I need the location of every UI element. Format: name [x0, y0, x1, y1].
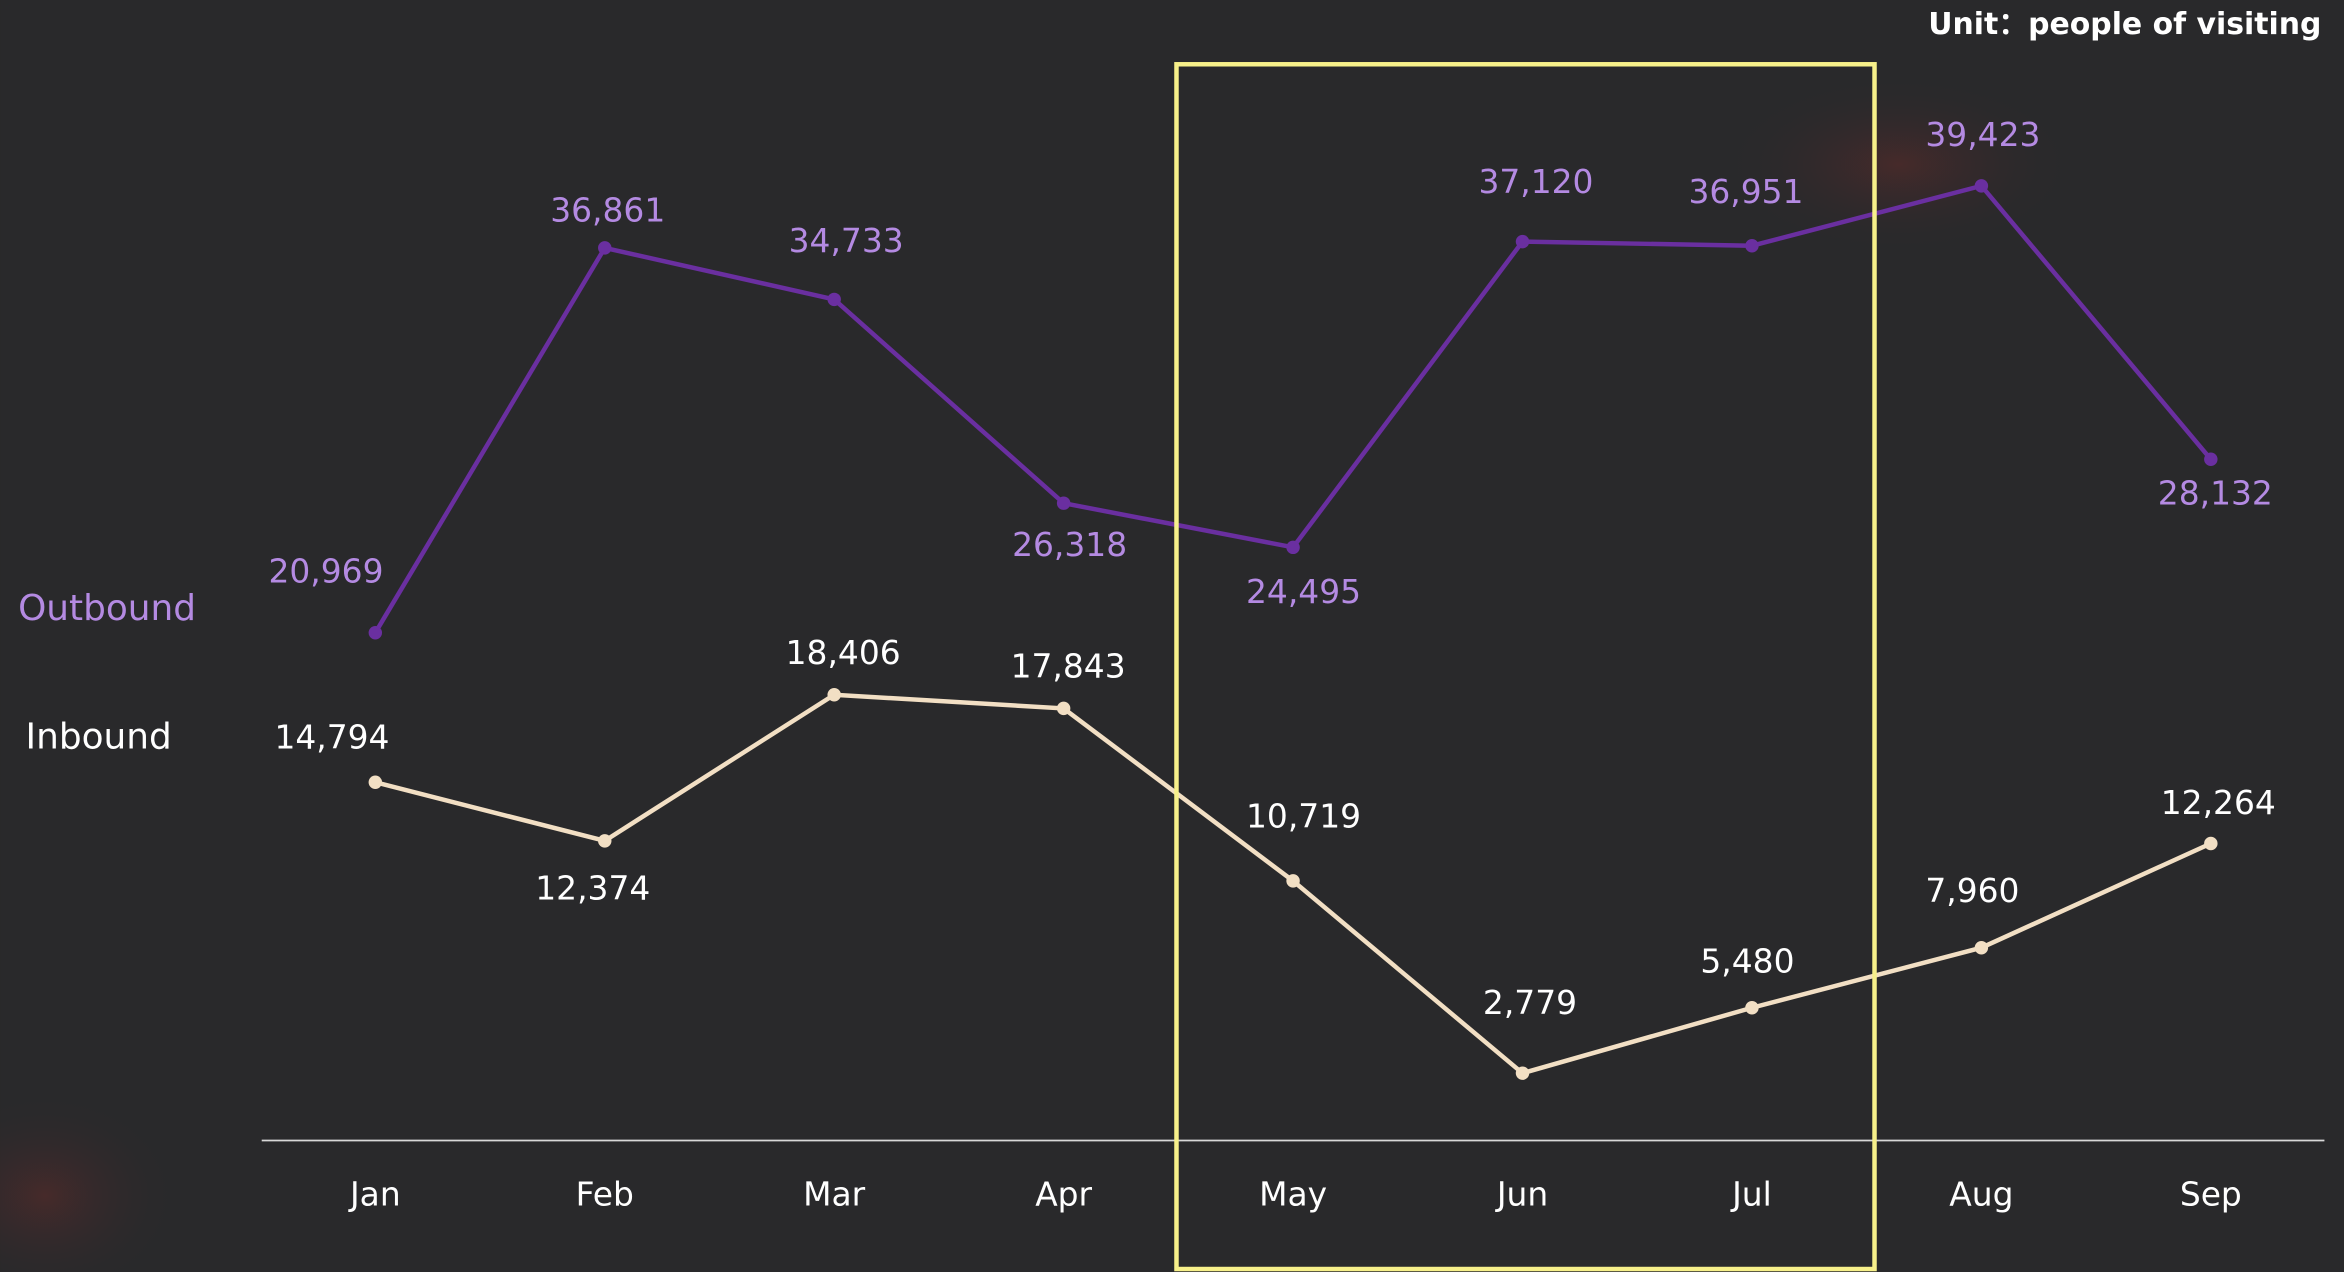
- point: [2204, 452, 2218, 466]
- x-tick-label: Sep: [2180, 1174, 2242, 1213]
- data-label: 39,423: [1925, 115, 2040, 154]
- data-label: 10,719: [1246, 797, 1361, 836]
- data-label: 7,960: [1925, 871, 2019, 910]
- x-tick-label: Aug: [1949, 1174, 2013, 1213]
- point: [1745, 238, 1759, 253]
- point: [368, 775, 383, 789]
- plot: Jan Feb Mar Apr May Jun Jul Aug Sep 20,969 36,861 3…: [18, 115, 2276, 1213]
- data-label: 37,120: [1478, 162, 1593, 201]
- x-tick-label: Jan: [348, 1174, 401, 1213]
- point: [2204, 836, 2218, 851]
- background-glow: [0, 1091, 180, 1272]
- point: [368, 625, 383, 640]
- data-label: 26,318: [1012, 525, 1127, 564]
- data-label: 18,406: [786, 633, 901, 672]
- data-label: 36,861: [550, 191, 665, 230]
- legend-label: Inbound: [26, 716, 172, 757]
- data-label: 28,132: [2158, 474, 2273, 513]
- data-label: 20,969: [268, 551, 383, 590]
- point: [1515, 1066, 1530, 1080]
- unit-label: Unit：people of visiting: [1928, 7, 2321, 42]
- x-tick-label: Jun: [1495, 1174, 1548, 1213]
- data-label: 12,264: [2161, 783, 2276, 822]
- x-tick-label: Apr: [1035, 1174, 1092, 1213]
- point: [598, 241, 612, 255]
- point: [827, 688, 841, 702]
- point: [1056, 496, 1071, 510]
- point: [1745, 1001, 1759, 1015]
- point: [1974, 179, 1989, 193]
- point: [598, 834, 612, 848]
- legend-label: Outbound: [18, 588, 196, 629]
- highlight-box: [1174, 62, 1877, 1272]
- background-glow: [1719, 74, 2078, 255]
- data-label: 36,951: [1688, 172, 1803, 211]
- point: [1056, 701, 1071, 716]
- point: [1286, 874, 1300, 888]
- data-label: 12,374: [535, 869, 650, 908]
- point: [1286, 540, 1300, 555]
- data-label: 2,779: [1483, 983, 1577, 1022]
- point: [827, 292, 841, 307]
- data-label: 17,843: [1011, 647, 1126, 686]
- x-tick-label: Feb: [576, 1174, 634, 1213]
- data-label: 34,733: [789, 221, 904, 260]
- data-label: 24,495: [1246, 572, 1361, 611]
- point: [1515, 234, 1530, 249]
- x-tick-label: Jul: [1730, 1174, 1772, 1213]
- x-tick-label: May: [1259, 1174, 1327, 1213]
- data-label: 5,480: [1700, 941, 1794, 980]
- data-label: 14,794: [274, 717, 389, 756]
- point: [1974, 940, 1989, 955]
- x-tick-label: Mar: [803, 1174, 866, 1213]
